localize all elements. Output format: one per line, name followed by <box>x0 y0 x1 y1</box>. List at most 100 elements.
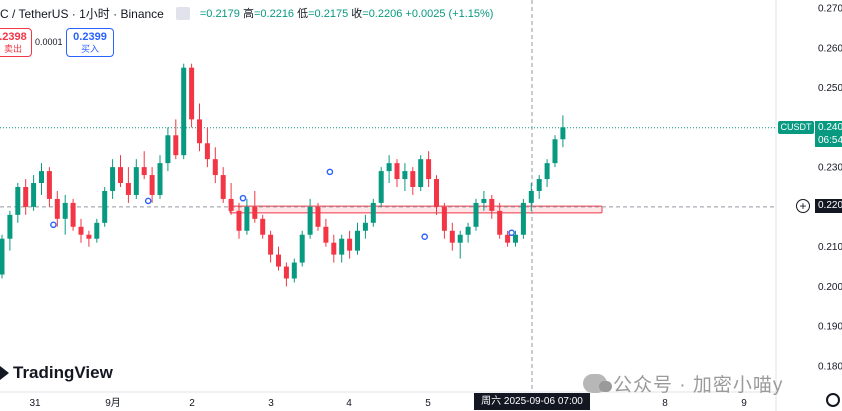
candle <box>110 159 116 199</box>
tradingview-logo[interactable]: TradingView <box>0 363 113 383</box>
symbol-title[interactable]: C / TetherUS · 1小时 · Binance <box>0 6 164 21</box>
signal-marker[interactable] <box>508 229 515 237</box>
candle-body <box>228 198 234 211</box>
time-tick-label: 2 <box>189 398 195 409</box>
price-tick-label: 0.250 <box>818 83 842 94</box>
candle <box>125 167 131 203</box>
candle <box>212 147 218 184</box>
candle-body <box>465 226 471 235</box>
candle-body <box>347 238 353 251</box>
candle <box>528 183 534 211</box>
candle-body <box>394 163 400 180</box>
candle <box>54 190 60 227</box>
eye-icon[interactable] <box>175 6 190 20</box>
candle <box>23 179 29 215</box>
candle-body <box>315 206 321 227</box>
candle <box>252 190 258 223</box>
candle-body <box>39 171 44 184</box>
signal-marker[interactable] <box>50 221 57 229</box>
buy-price: 0.2399 <box>73 31 107 43</box>
candle-body <box>528 190 534 203</box>
candle-body <box>157 163 163 195</box>
candle <box>299 230 305 267</box>
candle <box>520 198 526 239</box>
candle <box>283 262 289 287</box>
signal-marker[interactable] <box>144 197 152 205</box>
candle <box>236 202 242 239</box>
candle <box>331 234 337 263</box>
settings-gear-icon[interactable] <box>826 393 840 407</box>
candle-body <box>441 206 447 231</box>
signal-markers-layer <box>50 168 515 241</box>
candle <box>244 198 250 235</box>
low-value: =0.2175 <box>308 8 349 20</box>
price-tick-label: 0.180 <box>818 362 842 373</box>
candle <box>513 230 518 247</box>
candle <box>465 222 471 243</box>
tradingview-logo-text: TradingView <box>13 363 113 382</box>
candle <box>410 167 416 195</box>
candle <box>315 202 321 231</box>
time-tick-label: 31 <box>29 398 41 409</box>
candle <box>197 103 202 152</box>
candle <box>46 167 52 207</box>
price-axis: 0.270 0.260 0.250 0.240 0.230 0.220 0.210 0.200… <box>818 4 842 373</box>
price-tick-label: 0.260 <box>818 43 842 54</box>
signal-marker[interactable] <box>239 194 247 202</box>
candle-body <box>418 159 424 187</box>
add-plus-icon[interactable]: + <box>796 199 810 213</box>
candle-body <box>473 202 479 227</box>
candle <box>157 155 163 199</box>
candle-body <box>505 234 511 243</box>
candle-body <box>449 230 455 243</box>
candle <box>141 151 147 180</box>
candle-body <box>299 234 305 263</box>
candle-body <box>291 262 297 279</box>
close-label: 收 <box>351 8 363 20</box>
candle <box>204 127 210 168</box>
candle-body <box>220 175 226 199</box>
candle-body <box>331 242 337 255</box>
high-value: =0.2216 <box>253 8 295 20</box>
candle <box>220 167 226 203</box>
candle <box>347 230 353 259</box>
buy-button[interactable]: 0.2399 买入 <box>66 28 114 57</box>
signal-marker[interactable] <box>421 233 429 241</box>
candle-body <box>426 159 432 180</box>
candle-body <box>197 119 202 144</box>
signal-marker[interactable] <box>326 168 334 176</box>
candle <box>15 183 21 223</box>
candle <box>362 214 368 239</box>
watermark: 公众号 · 加密小喵y <box>583 370 783 397</box>
candle-body <box>118 167 123 184</box>
candle-body <box>489 198 495 211</box>
candle-body <box>370 202 376 223</box>
watermark-text: 公众号 · 加密小喵y <box>613 375 784 396</box>
candle <box>165 127 171 172</box>
spread-value: 0.0001 <box>35 37 63 47</box>
candle-body <box>212 159 218 176</box>
candle <box>489 194 495 219</box>
candle <box>339 234 345 263</box>
price-tick-label: 0.200 <box>818 282 842 293</box>
candle-body <box>457 234 463 243</box>
wechat-icon <box>583 374 612 393</box>
candle <box>228 183 234 215</box>
candle <box>149 167 155 203</box>
candle-body <box>276 254 281 267</box>
candle <box>536 175 542 199</box>
candle-body <box>252 206 258 219</box>
time-axis: 319月2345789 <box>29 397 747 409</box>
candle <box>189 63 195 128</box>
candle <box>181 63 187 160</box>
candle-body <box>204 143 210 160</box>
candle <box>418 155 424 191</box>
candle <box>370 198 376 227</box>
candle-body <box>133 167 139 195</box>
candle-body <box>307 206 313 235</box>
candle-body <box>402 171 408 180</box>
candle <box>434 175 439 215</box>
sell-button[interactable]: .2398 卖出 <box>0 28 32 57</box>
candle-body <box>355 230 360 251</box>
